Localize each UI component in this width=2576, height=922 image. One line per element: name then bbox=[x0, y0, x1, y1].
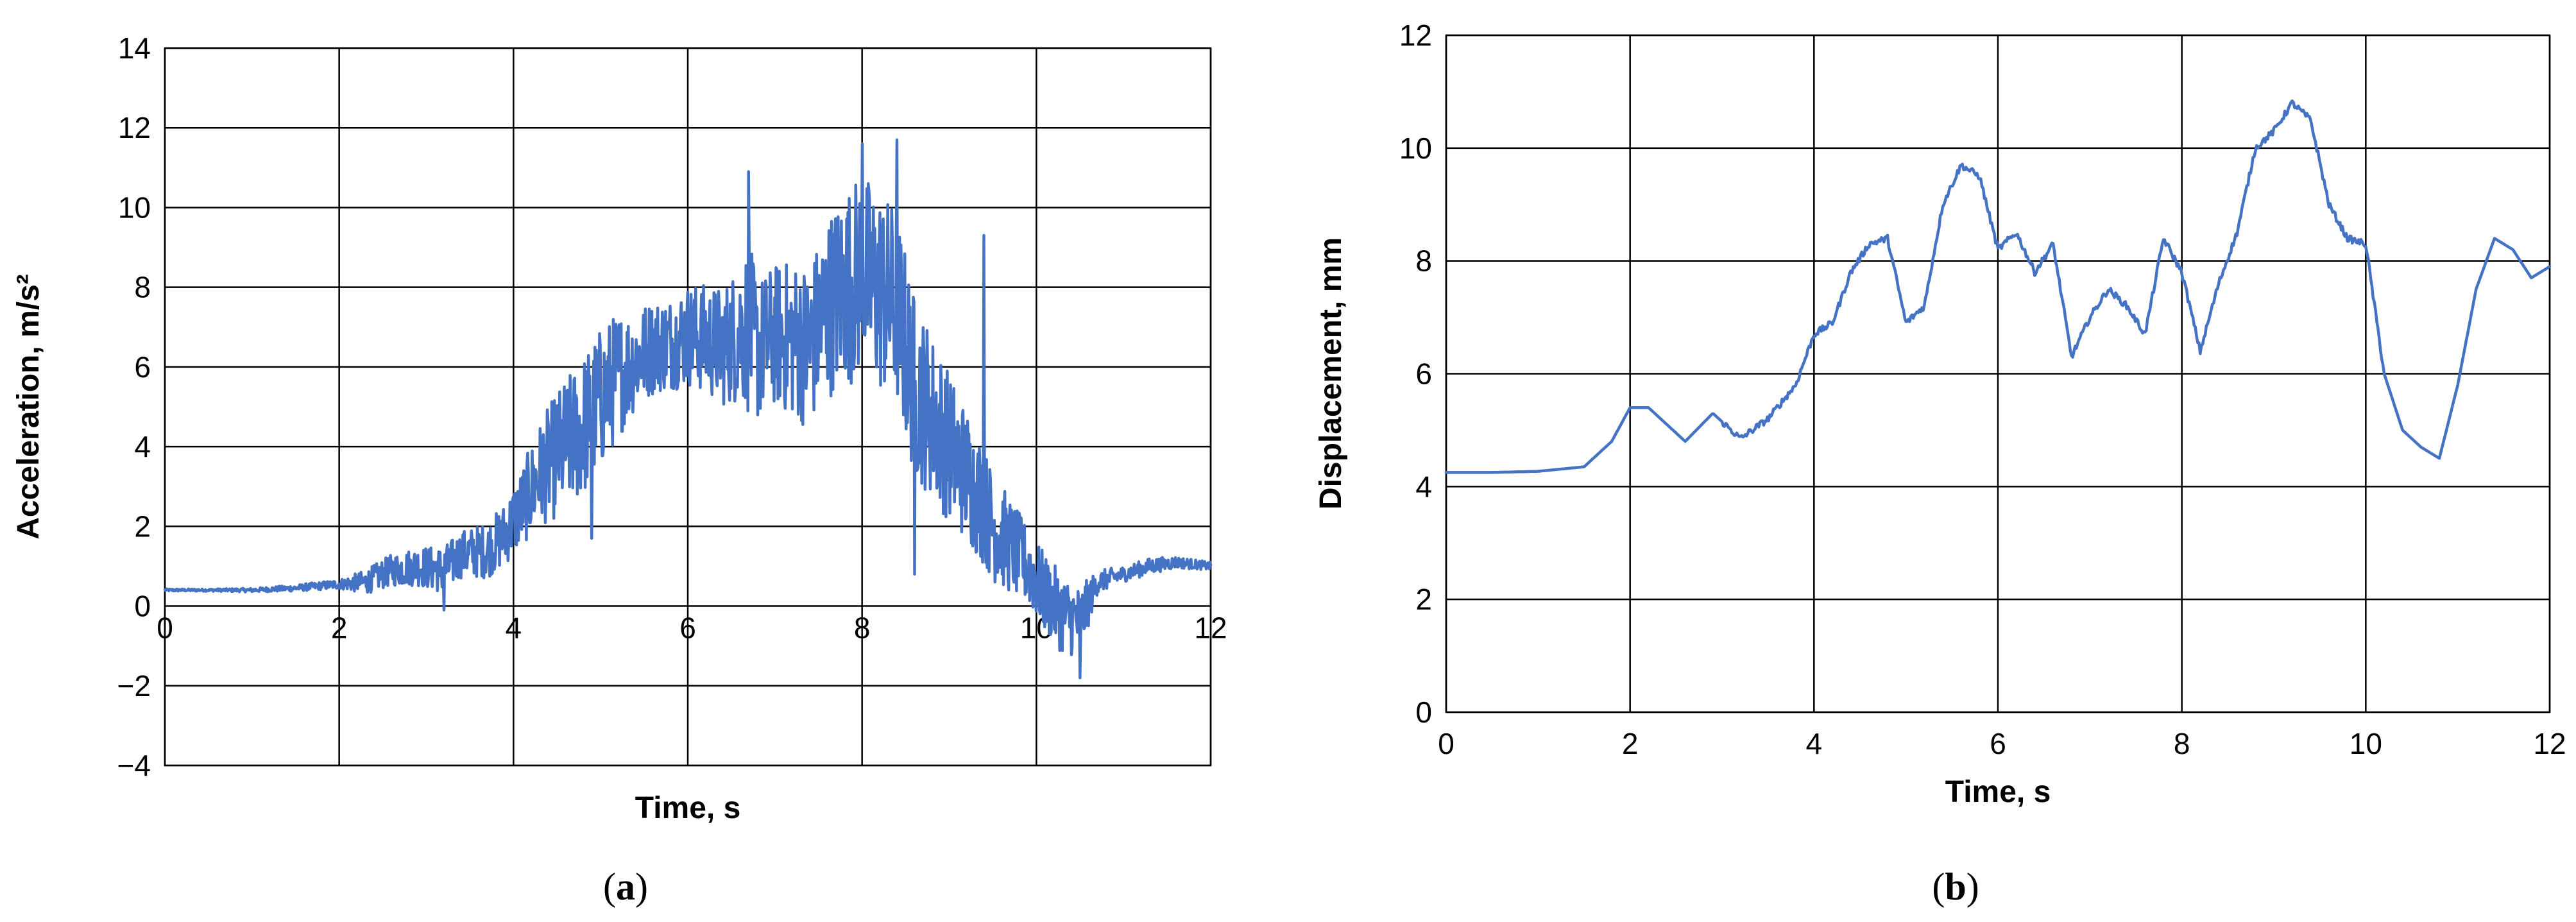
y-tick-label: −2 bbox=[117, 669, 151, 703]
y-tick-label: −4 bbox=[117, 749, 151, 782]
x-tick-label: 0 bbox=[157, 611, 173, 645]
y-tick-label: 4 bbox=[1415, 470, 1432, 503]
displacement-series-line bbox=[1444, 99, 2552, 474]
acceleration-y-tick-labels: −4 −2 0 2 4 6 8 10 12 14 bbox=[117, 31, 151, 782]
x-tick-label: 4 bbox=[1806, 727, 1823, 760]
y-tick-label: 0 bbox=[134, 590, 151, 623]
y-tick-label: 10 bbox=[1399, 132, 1432, 165]
x-tick-label: 12 bbox=[1194, 611, 1227, 645]
y-tick-label: 12 bbox=[1399, 19, 1432, 52]
acceleration-gridlines bbox=[164, 47, 1212, 767]
x-tick-label: 12 bbox=[2533, 727, 2566, 760]
panel-b-label: (b) bbox=[1932, 866, 1979, 908]
y-tick-label: 6 bbox=[1415, 357, 1432, 391]
y-tick-label: 2 bbox=[1415, 583, 1432, 616]
x-tick-label: 2 bbox=[331, 611, 348, 645]
acceleration-chart: −4 −2 0 2 4 6 8 10 12 14 0 2 4 6 8 10 12 Time, s Accele… bbox=[12, 31, 1227, 908]
x-tick-label: 10 bbox=[2350, 727, 2382, 760]
acceleration-x-tick-labels: 0 2 4 6 8 10 12 bbox=[157, 611, 1227, 645]
y-tick-label: 14 bbox=[118, 31, 151, 65]
x-tick-label: 4 bbox=[506, 611, 522, 645]
y-tick-label: 8 bbox=[134, 271, 151, 304]
x-tick-label: 6 bbox=[1990, 727, 2006, 760]
acceleration-plot-frame bbox=[164, 47, 1212, 767]
panel-b-letter: b bbox=[1945, 866, 1966, 908]
y-tick-label: 2 bbox=[134, 509, 151, 543]
x-tick-label: 2 bbox=[1622, 727, 1639, 760]
displacement-x-tick-labels: 0 2 4 6 8 10 12 bbox=[1438, 727, 2566, 760]
y-tick-label: 0 bbox=[1415, 696, 1432, 729]
x-tick-label: 6 bbox=[679, 611, 696, 645]
displacement-chart: 0 2 4 6 8 10 12 0 2 4 6 8 10 12 Time, s Displacement… bbox=[1314, 19, 2566, 908]
displacement-plot-frame bbox=[1445, 34, 2551, 713]
y-tick-label: 8 bbox=[1415, 244, 1432, 278]
panel-a-open-paren: ( bbox=[603, 866, 616, 908]
x-tick-label: 0 bbox=[1438, 727, 1454, 760]
displacement-y-tick-labels: 0 2 4 6 8 10 12 bbox=[1399, 19, 1432, 729]
panel-a-label: (a) bbox=[603, 866, 648, 908]
acceleration-series-line bbox=[163, 138, 1213, 679]
x-tick-label: 8 bbox=[2174, 727, 2190, 760]
x-tick-label: 8 bbox=[854, 611, 871, 645]
acceleration-x-axis-label: Time, s bbox=[635, 791, 741, 825]
panel-b-open-paren: ( bbox=[1932, 866, 1945, 908]
panel-a-letter: a bbox=[616, 866, 635, 908]
y-tick-label: 4 bbox=[134, 430, 151, 463]
displacement-x-axis-label: Time, s bbox=[1945, 775, 2051, 809]
panel-b-close-paren: ) bbox=[1966, 866, 1979, 908]
y-tick-label: 10 bbox=[118, 191, 151, 224]
y-tick-label: 6 bbox=[134, 350, 151, 384]
displacement-y-axis-label: Displacement, mm bbox=[1314, 237, 1348, 509]
y-tick-label: 12 bbox=[118, 111, 151, 144]
acceleration-y-axis-label: Acceleration, m/s² bbox=[12, 274, 46, 539]
panel-a-close-paren: ) bbox=[635, 866, 648, 908]
